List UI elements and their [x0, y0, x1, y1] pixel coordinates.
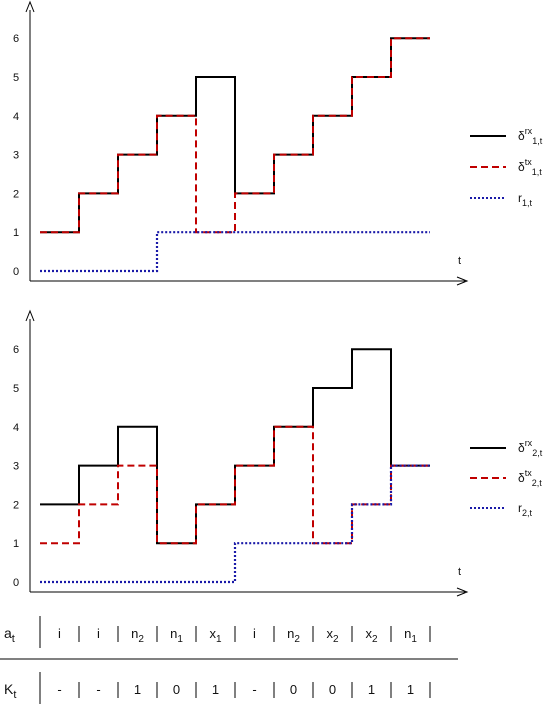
table-cell: - — [96, 682, 100, 697]
y-tick-label: 3 — [13, 150, 19, 162]
chart-bottom: 0 1 2 3 4 5 6 t δrx2,t δtx2,t r2,t — [13, 309, 543, 597]
y-tick-label: 6 — [13, 344, 19, 356]
chart-top: 0 1 2 3 4 5 6 t δrx1,t δtx1,t r1,t — [13, 0, 543, 286]
table-row-label: at — [4, 625, 15, 645]
table-cell: n2 — [131, 626, 144, 645]
table-cell: - — [57, 682, 61, 697]
series-line-dotted — [40, 231, 430, 273]
y-tick-label: 5 — [13, 72, 19, 84]
y-tick-label: 2 — [13, 499, 19, 511]
table-cell: 1 — [212, 682, 219, 697]
y-axis-arrow — [25, 0, 35, 13]
y-tick-label: 2 — [13, 188, 19, 200]
y-tick-label: 3 — [13, 461, 19, 473]
y-tick-label: 4 — [13, 111, 19, 123]
x-axis-label: t — [458, 255, 461, 267]
legend-label: r1,t — [518, 191, 533, 208]
table-row-label: Kt — [4, 681, 16, 701]
series-line-solid — [40, 348, 430, 545]
table-cell: 0 — [173, 682, 180, 697]
table-cell: i — [97, 626, 100, 641]
table-cell: 1 — [368, 682, 375, 697]
legend-label: δtx1,t — [518, 157, 542, 177]
table-cell: 0 — [329, 682, 336, 697]
legend-label: r2,t — [518, 501, 533, 518]
legend-label: δrx2,t — [518, 438, 543, 458]
table-cell: 1 — [134, 682, 141, 697]
y-tick-label: 6 — [13, 33, 19, 45]
series-line-dotted — [40, 464, 430, 584]
series-line-dashed — [40, 37, 430, 234]
y-tick-label: 5 — [13, 383, 19, 395]
y-tick-label: 0 — [13, 577, 19, 589]
y-tick-label: 1 — [13, 227, 19, 239]
y-tick-label: 0 — [13, 266, 19, 278]
table-cell: i — [253, 626, 256, 641]
table-cell: n2 — [287, 626, 300, 645]
x-axis-label: t — [458, 566, 461, 578]
action-table: at i i n2 n1 x1 i n2 x2 x2 n1 Kt - - 1 0 1 - 0 0 1 1 — [0, 616, 458, 704]
table-cell: n1 — [404, 626, 417, 645]
table-cell: 1 — [407, 682, 414, 697]
x-axis-arrow — [456, 587, 469, 597]
table-cell: n1 — [170, 626, 183, 645]
table-cell: - — [252, 682, 256, 697]
y-tick-label: 1 — [13, 538, 19, 550]
table-cell: 0 — [290, 682, 297, 697]
y-tick-label: 4 — [13, 422, 19, 434]
x-axis-arrow — [456, 276, 469, 286]
y-axis-arrow — [25, 309, 35, 322]
legend-label: δtx2,t — [518, 468, 542, 488]
table-cell: x1 — [209, 626, 222, 645]
table-cell: x2 — [326, 626, 339, 645]
table-cell: x2 — [365, 626, 378, 645]
series-line-dashed — [40, 425, 430, 545]
table-cell: i — [58, 626, 61, 641]
legend-label: δrx1,t — [518, 126, 543, 146]
